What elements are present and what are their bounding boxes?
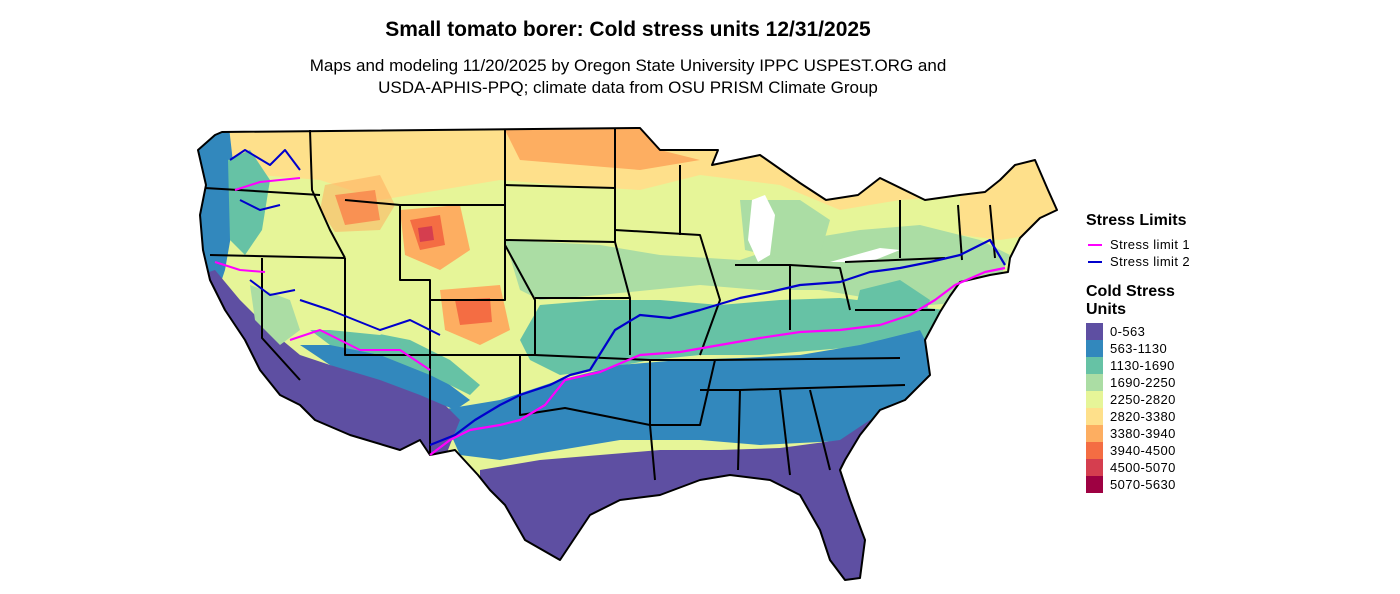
- border-west-2: [209, 254, 346, 259]
- border-mid-1: [614, 128, 631, 299]
- scale-label: 3380-3940: [1110, 426, 1176, 441]
- scale-label: 0-563: [1110, 324, 1146, 339]
- scale-label: 563-1130: [1110, 341, 1168, 356]
- zone-3940-4500-colorado: [455, 298, 492, 325]
- zone-1130-1690-cascades: [228, 150, 270, 255]
- border-west-3: [261, 258, 301, 381]
- zone-3380-3940-north: [505, 128, 700, 170]
- scale-swatch: [1086, 340, 1103, 357]
- scale-entry: 563-1130: [1086, 340, 1276, 357]
- map-subtitle: Maps and modeling 11/20/2025 by Oregon S…: [0, 55, 1256, 99]
- border-east-4: [739, 384, 906, 391]
- scale-entry: 1130-1690: [1086, 357, 1276, 374]
- cold-stress-scale: 0-563 563-1130 1130-1690 1690-2250 2250-…: [1086, 323, 1276, 493]
- scale-swatch: [1086, 476, 1103, 493]
- scale-entry: 3380-3940: [1086, 425, 1276, 442]
- border-east-11: [989, 204, 996, 259]
- scale-entry: 5070-5630: [1086, 476, 1276, 493]
- stress-limit-1-swatch: [1088, 244, 1102, 246]
- zone-2250-2820-greatbasin: [265, 250, 410, 335]
- stress-limit-2-west: [229, 149, 441, 336]
- border-east-6: [809, 389, 831, 471]
- zone-563-1130-south: [440, 330, 935, 460]
- border-mid-4: [650, 359, 716, 426]
- map-title: Small tomato borer: Cold stress units 12…: [385, 18, 871, 41]
- scale-swatch: [1086, 323, 1103, 340]
- scale-entry: 3940-4500: [1086, 442, 1276, 459]
- border-east-3: [714, 357, 901, 361]
- zone-4500-5070-rockies: [418, 226, 434, 242]
- scale-label: 2250-2820: [1110, 392, 1176, 407]
- stress-limit-2-entry: Stress limit 2: [1086, 253, 1276, 270]
- subtitle-line-2: USDA-APHIS-PPQ; climate data from OSU PR…: [378, 78, 878, 97]
- lake-michigan: [748, 195, 775, 262]
- zone-1130-1690-mid: [520, 298, 945, 375]
- border-east-10: [957, 204, 963, 261]
- cold-stress-legend-title: Cold Stress Units: [1086, 283, 1175, 318]
- scale-entry: 2820-3380: [1086, 408, 1276, 425]
- legend: Stress Limits Stress limit 1 Stress limi…: [1086, 212, 1276, 493]
- lake-erie-ontario: [830, 248, 900, 262]
- scale-entry: 0-563: [1086, 323, 1276, 340]
- border-west-5: [309, 129, 346, 259]
- scale-label: 5070-5630: [1110, 477, 1176, 492]
- scale-swatch: [1086, 374, 1103, 391]
- border-east-7: [844, 257, 946, 263]
- stress-limit-1-label: Stress limit 1: [1110, 237, 1191, 252]
- stress-limits-list: Stress limit 1 Stress limit 2: [1086, 236, 1276, 270]
- border-mid-2: [614, 229, 721, 356]
- stress-limit-1-entry: Stress limit 1: [1086, 236, 1276, 253]
- subtitle-line-1: Maps and modeling 11/20/2025 by Oregon S…: [309, 56, 947, 75]
- state-borders: [197, 127, 1058, 581]
- scale-swatch: [1086, 442, 1103, 459]
- scale-label: 3940-4500: [1110, 443, 1176, 458]
- border-mid-6: [649, 424, 656, 481]
- stress-limit-1-west: [214, 177, 431, 371]
- scale-entry: 1690-2250: [1086, 374, 1276, 391]
- border-east-2: [789, 264, 851, 311]
- border-plains-5: [519, 355, 651, 426]
- border-plains-2: [504, 239, 616, 243]
- scale-entry: 4500-5070: [1086, 459, 1276, 476]
- zone-563-1130-southwest: [300, 345, 470, 410]
- scale-label: 1130-1690: [1110, 358, 1175, 373]
- stress-limits-legend-title: Stress Limits: [1086, 212, 1187, 229]
- border-plains-1: [504, 184, 616, 189]
- scale-label: 2820-3380: [1110, 409, 1176, 424]
- border-west-4: [344, 258, 431, 455]
- border-west-6: [344, 199, 431, 355]
- scale-swatch: [1086, 459, 1103, 476]
- scale-swatch: [1086, 391, 1103, 408]
- stress-limit-2-swatch: [1088, 261, 1102, 263]
- scale-swatch: [1086, 357, 1103, 374]
- border-east-5: [779, 389, 791, 476]
- scale-swatch: [1086, 425, 1103, 442]
- stress-limit-2-line: [429, 238, 1006, 447]
- stress-limit-2-label: Stress limit 2: [1110, 254, 1191, 269]
- zone-3380-3940-idaho: [320, 175, 395, 232]
- cold-stress-raster: [198, 128, 1057, 580]
- scale-label: 4500-5070: [1110, 460, 1176, 475]
- scale-swatch: [1086, 408, 1103, 425]
- border-west-1: [204, 187, 321, 196]
- border-west-8: [430, 130, 536, 356]
- nation-outline: [197, 127, 1058, 581]
- stress-limit-1-line: [429, 266, 1006, 456]
- us-cold-stress-map: [197, 127, 1058, 581]
- scale-entry: 2250-2820: [1086, 391, 1276, 408]
- scale-label: 1690-2250: [1110, 375, 1176, 390]
